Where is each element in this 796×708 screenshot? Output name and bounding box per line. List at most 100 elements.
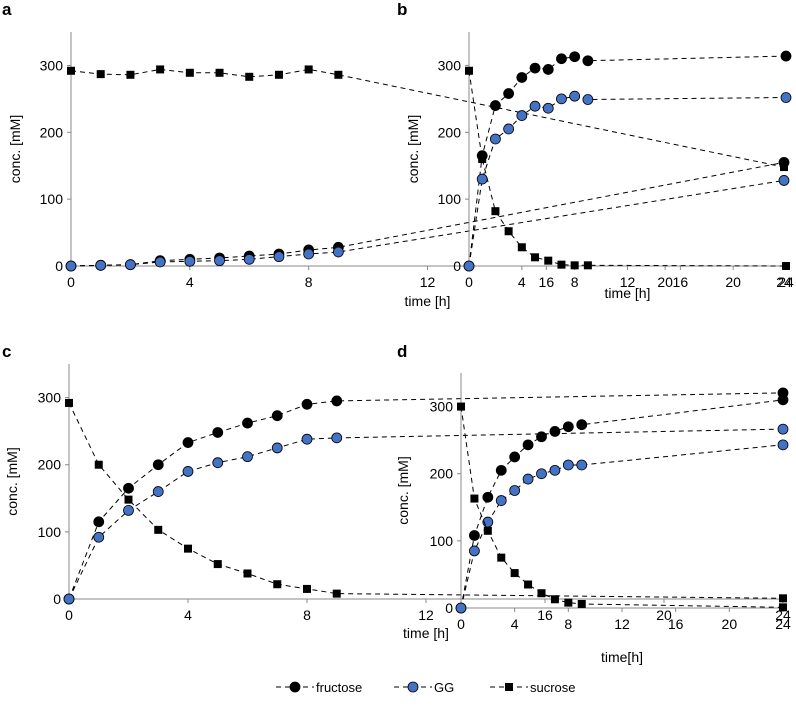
series-line-gg [460, 444, 784, 609]
data-point-sucrose [96, 70, 105, 79]
data-point-sucrose [156, 65, 165, 74]
data-point-sucrose [274, 70, 283, 79]
x-axis-label: time [h] [403, 625, 449, 641]
data-point-sucrose [557, 260, 566, 269]
data-point-gg [303, 248, 315, 260]
x-tick-label: 24 [775, 616, 791, 632]
data-point-gg [184, 255, 196, 267]
data-point-sucrose [94, 460, 103, 469]
series-line-gg [68, 428, 784, 600]
data-point-gg [549, 464, 561, 476]
y-tick-label: 100 [438, 191, 462, 207]
panel-letter: b [397, 0, 407, 19]
series-line-gg [70, 179, 785, 267]
legend-marker [505, 683, 513, 691]
data-point-gg [301, 433, 313, 445]
y-axis-label: conc. [mM] [4, 447, 20, 515]
data-point-gg [490, 133, 501, 145]
data-point-gg [780, 92, 792, 103]
y-tick-label: 0 [53, 591, 61, 607]
data-point-fructose [242, 417, 253, 429]
x-tick-label: 20 [722, 616, 738, 632]
data-point-sucrose [564, 598, 573, 607]
legend-label: sucrose [530, 680, 576, 695]
data-point-gg [242, 451, 253, 463]
data-point-sucrose [184, 544, 192, 553]
data-point-gg [777, 423, 789, 435]
data-point-sucrose [544, 256, 553, 265]
y-tick-label: 300 [438, 57, 462, 73]
data-point-sucrose [65, 398, 73, 407]
data-point-gg [331, 432, 343, 444]
data-point-sucrose [491, 207, 500, 216]
data-point-fructose [331, 395, 343, 407]
legend-item-fructose: fructose [276, 680, 362, 695]
data-point-fructose [490, 100, 501, 111]
y-tick-label: 0 [445, 600, 453, 616]
data-point-sucrose [478, 155, 487, 164]
data-point-gg [271, 442, 283, 454]
data-point-gg [214, 255, 225, 267]
x-tick-label: 12 [620, 274, 636, 290]
series-line-sucrose [68, 402, 784, 599]
data-point-fructose [301, 398, 313, 410]
series-line-fructose [70, 161, 785, 267]
data-point-sucrose [332, 589, 341, 598]
data-point-gg [536, 468, 547, 480]
x-tick-label: 16 [539, 274, 555, 290]
series-line-fructose [460, 399, 784, 609]
data-point-gg [778, 175, 790, 186]
data-point-sucrose [577, 599, 586, 608]
data-point-sucrose [304, 65, 313, 74]
x-axis-label: time[h] [601, 649, 643, 665]
data-point-gg [95, 259, 107, 271]
data-point-sucrose [303, 584, 311, 593]
series-line-fructose [468, 55, 787, 267]
panel-letter: a [2, 0, 12, 19]
data-point-sucrose [470, 494, 479, 503]
data-point-gg [463, 260, 475, 272]
x-axis-label: time [h] [605, 285, 651, 301]
data-point-gg [273, 251, 285, 263]
data-point-gg [503, 123, 515, 135]
data-point-gg [516, 110, 528, 121]
data-point-fructose [503, 88, 515, 99]
data-point-sucrose [510, 569, 519, 578]
y-tick-label: 200 [38, 457, 62, 473]
data-point-sucrose [779, 594, 787, 603]
data-point-gg [495, 495, 507, 506]
y-tick-label: 200 [40, 124, 64, 140]
x-tick-label: 12 [418, 607, 434, 623]
x-tick-label: 16 [537, 607, 553, 623]
x-tick-label: 4 [184, 607, 192, 623]
data-point-fructose [576, 419, 588, 431]
data-point-gg [65, 260, 77, 272]
series-line-gg [468, 95, 787, 267]
data-point-gg [476, 173, 488, 185]
panel-letter: c [2, 342, 11, 361]
data-point-sucrose [457, 402, 465, 411]
x-tick-label: 4 [518, 274, 526, 290]
legend-label: fructose [316, 680, 362, 695]
data-point-sucrose [126, 70, 135, 79]
data-point-fructose [212, 427, 224, 438]
data-point-gg [332, 246, 344, 258]
series-line-sucrose [468, 70, 787, 267]
data-point-gg [556, 93, 567, 105]
data-point-fructose [582, 55, 594, 67]
legend: fructose GG sucrose [276, 680, 576, 695]
y-tick-label: 300 [38, 390, 62, 406]
series-line-sucrose [70, 68, 785, 168]
legend-item-gg: GG [394, 680, 454, 695]
y-tick-label: 0 [453, 258, 461, 274]
data-point-sucrose [213, 560, 222, 569]
data-point-sucrose [465, 66, 473, 75]
x-tick-label: 12 [614, 616, 630, 632]
data-point-fructose [522, 439, 534, 451]
x-tick-label: 0 [457, 616, 465, 632]
data-point-gg [582, 94, 594, 105]
data-point-gg [529, 100, 541, 112]
